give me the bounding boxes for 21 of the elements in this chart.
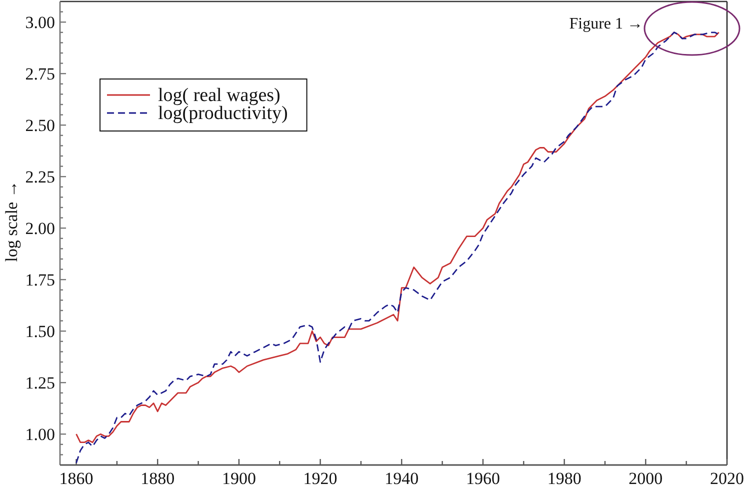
x-tick-label: 1920 [303, 469, 338, 488]
y-tick-label: 1.00 [25, 425, 55, 444]
y-tick-label: 3.00 [25, 13, 55, 32]
y-tick-label: 2.00 [25, 219, 55, 238]
x-tick-label: 1860 [59, 469, 94, 488]
x-tick-label: 2020 [710, 469, 744, 488]
x-tick-label: 1980 [547, 469, 582, 488]
x-tick-label: 1880 [140, 469, 175, 488]
y-tick-label: 1.25 [25, 374, 55, 393]
y-tick-label: 2.25 [25, 168, 55, 187]
x-tick-label: 1900 [222, 469, 256, 488]
x-tick-label: 1960 [466, 469, 500, 488]
x-tick-label: 2000 [628, 469, 663, 488]
y-tick-label: 2.75 [25, 64, 55, 84]
y-tick-label: 1.75 [25, 270, 55, 290]
annotation: Figure 1 → [569, 16, 643, 32]
y-axis-title: log scale → [2, 180, 21, 262]
legend-label: log( real wages) [158, 85, 280, 106]
y-tick-label: 1.50 [25, 322, 55, 342]
x-tick-label: 1940 [384, 469, 419, 488]
y-tick-label: 2.50 [25, 116, 55, 136]
